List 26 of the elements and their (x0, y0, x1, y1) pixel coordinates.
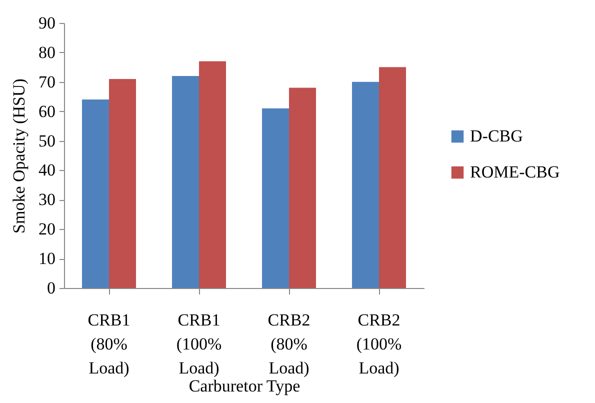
x-axis-title: Carburetor Type (188, 376, 300, 396)
y-tick-label: 60 (38, 102, 56, 121)
bar (352, 82, 379, 288)
y-tick-label: 0 (47, 278, 56, 298)
x-tick-label: CRB2 (100% Load) (356, 310, 402, 378)
x-tick-label: CRB1 (80% Load) (88, 310, 130, 378)
y-tick-label: 50 (38, 131, 56, 150)
x-tick-label: CRB1 (100% Load) (176, 310, 222, 378)
y-axis-title: Smoke Opacity (HSU) (10, 78, 28, 234)
y-tick-label: 10 (38, 249, 56, 268)
bar (262, 108, 289, 288)
y-tick-label: 90 (38, 14, 56, 32)
bar (379, 67, 406, 288)
legend-label: D-CBG (470, 126, 523, 146)
bar (289, 88, 316, 288)
y-tick-label: 30 (38, 190, 56, 210)
bar (199, 61, 226, 288)
bar (82, 100, 109, 288)
legend-label: ROME-CBG (470, 162, 560, 182)
y-tick-label: 20 (38, 220, 56, 239)
bar (172, 76, 199, 288)
y-tick-label: 40 (38, 160, 56, 180)
x-tick-label: CRB2 (80% Load) (268, 310, 310, 378)
y-tick-label: 70 (38, 72, 56, 92)
bar (109, 78, 136, 288)
y-tick-label: 80 (38, 42, 56, 62)
